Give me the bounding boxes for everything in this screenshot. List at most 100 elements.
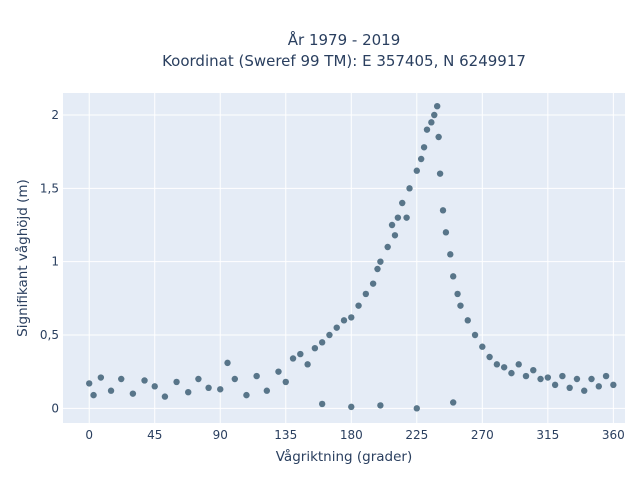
- data-point: [559, 372, 566, 380]
- data-point: [374, 265, 381, 273]
- data-point: [253, 372, 260, 380]
- data-point: [217, 386, 224, 393]
- data-point: [318, 400, 326, 408]
- data-point: [348, 403, 355, 411]
- data-point: [388, 221, 396, 229]
- data-point: [107, 387, 115, 394]
- data-point: [394, 214, 402, 221]
- chart-title: År 1979 - 2019: [288, 30, 401, 49]
- data-point: [243, 391, 250, 399]
- data-point: [431, 111, 438, 119]
- grid-lines: [63, 93, 625, 423]
- data-point: [447, 251, 454, 258]
- data-point: [90, 391, 97, 399]
- y-tick-label: 0: [51, 401, 59, 415]
- data-point: [544, 374, 552, 381]
- data-point: [231, 375, 239, 383]
- x-tick-label: 225: [405, 428, 428, 442]
- x-tick-label: 180: [340, 428, 363, 442]
- data-point: [348, 314, 355, 321]
- data-point: [97, 374, 105, 381]
- data-point: [439, 207, 447, 214]
- data-point: [449, 273, 457, 280]
- data-point: [471, 331, 479, 339]
- data-point: [454, 290, 461, 298]
- x-tick-label: 270: [471, 428, 494, 442]
- y-tick-label: 0,5: [40, 328, 59, 342]
- y-tick-label: 1: [51, 255, 59, 269]
- data-point: [573, 375, 581, 383]
- data-point: [326, 331, 333, 339]
- x-tick-label: 360: [602, 428, 625, 442]
- data-point: [355, 302, 362, 309]
- data-point: [449, 399, 457, 406]
- data-point: [435, 133, 442, 141]
- y-tick-labels: 0 0,5 1 1,5 2: [40, 108, 59, 415]
- data-point: [340, 317, 348, 324]
- data-point: [464, 317, 471, 324]
- data-point: [417, 155, 425, 163]
- data-point: [151, 383, 158, 390]
- data-point: [413, 405, 420, 412]
- data-point: [224, 359, 231, 367]
- data-point: [263, 387, 271, 394]
- data-point: [500, 364, 508, 371]
- chart-subtitle: Koordinat (Sweref 99 TM): E 357405, N 62…: [162, 52, 526, 70]
- data-point: [362, 290, 370, 298]
- data-point: [406, 185, 413, 192]
- data-point: [297, 350, 304, 358]
- data-point: [275, 368, 282, 375]
- data-point: [185, 389, 192, 396]
- x-tick-label: 0: [85, 428, 93, 442]
- data-point: [479, 343, 486, 350]
- data-point: [551, 381, 559, 389]
- data-point: [428, 119, 435, 126]
- data-point: [566, 384, 573, 391]
- data-point: [311, 345, 319, 352]
- data-point: [602, 372, 610, 380]
- data-point: [118, 375, 125, 383]
- y-axis-label: Signifikant våghöjd (m): [14, 179, 31, 337]
- data-point: [391, 232, 399, 239]
- data-point: [399, 199, 406, 207]
- data-point: [333, 324, 340, 331]
- data-point: [420, 144, 428, 151]
- data-point: [282, 378, 289, 386]
- data-point: [595, 383, 602, 390]
- data-point: [436, 170, 444, 177]
- data-point: [195, 375, 202, 383]
- data-point: [610, 381, 617, 389]
- data-point: [173, 378, 180, 386]
- data-point: [588, 375, 595, 383]
- data-point: [205, 384, 212, 391]
- data-point: [442, 229, 450, 236]
- data-point: [433, 103, 441, 110]
- x-tick-label: 90: [213, 428, 228, 442]
- data-point: [423, 126, 431, 133]
- data-point: [369, 280, 377, 287]
- data-point: [581, 387, 588, 394]
- x-tick-label: 315: [536, 428, 559, 442]
- data-point: [141, 377, 148, 384]
- x-axis-label: Vågriktning (grader): [276, 448, 413, 465]
- x-tick-labels: 0 45 90 135 180 225 270 315 360: [85, 428, 624, 442]
- data-point: [289, 355, 297, 362]
- data-point: [161, 393, 169, 400]
- data-point: [318, 339, 326, 346]
- data-point: [377, 258, 384, 265]
- data-point: [493, 361, 501, 368]
- y-tick-label: 1,5: [40, 181, 59, 195]
- data-point: [508, 369, 515, 377]
- data-point: [530, 367, 537, 374]
- data-point: [86, 380, 93, 387]
- data-point: [129, 390, 137, 397]
- y-tick-label: 2: [51, 108, 59, 122]
- data-point: [413, 167, 420, 174]
- data-point: [515, 361, 522, 368]
- data-point: [457, 302, 464, 309]
- data-point: [377, 402, 384, 409]
- data-point: [403, 214, 410, 221]
- data-point: [384, 243, 391, 251]
